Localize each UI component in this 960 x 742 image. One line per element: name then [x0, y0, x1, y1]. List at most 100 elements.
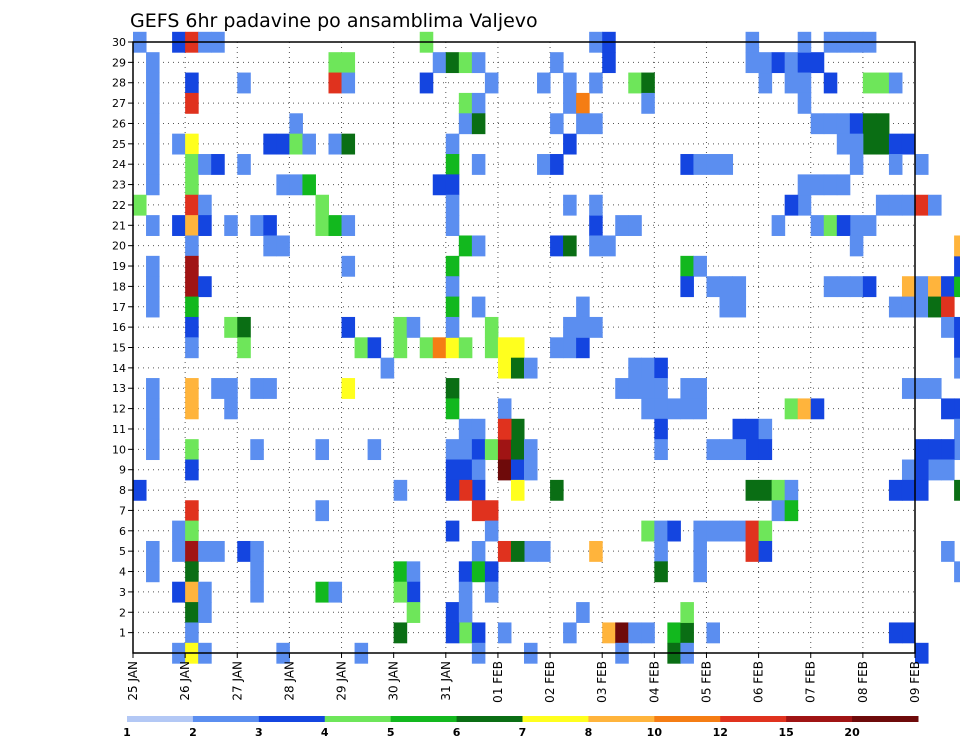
- colorbar-segment: [324, 716, 392, 722]
- precip-cell: [445, 52, 460, 74]
- precip-cell: [302, 174, 316, 196]
- precip-cell: [654, 439, 668, 461]
- precip-cell: [589, 194, 603, 216]
- precip-cell: [641, 357, 655, 379]
- precip-cell: [875, 194, 890, 216]
- precip-cell: [784, 72, 799, 94]
- precip-cell: [589, 113, 603, 135]
- precip-cell: [224, 316, 238, 338]
- x-tick-label: 09 FEB: [908, 661, 922, 703]
- precip-cell: [471, 52, 486, 74]
- x-tick-label: 01 FEB: [491, 661, 505, 703]
- precip-cell: [211, 540, 225, 562]
- y-tick-label: 9: [119, 464, 126, 477]
- precip-cell: [445, 439, 460, 461]
- precip-cell: [732, 439, 747, 461]
- precip-cell: [836, 215, 851, 236]
- precip-cell: [901, 378, 916, 399]
- precip-cell: [758, 418, 773, 440]
- precip-cell: [146, 439, 160, 461]
- precip-cell: [445, 337, 460, 359]
- colorbar-label: 6: [453, 726, 461, 739]
- precip-cell: [928, 439, 942, 461]
- precip-cell: [641, 92, 655, 114]
- precip-cell: [445, 154, 460, 175]
- precip-cell: [315, 500, 329, 522]
- precip-cell: [328, 72, 343, 94]
- precip-cell: [510, 540, 525, 562]
- precip-cell: [367, 439, 382, 461]
- precip-cell: [941, 459, 955, 481]
- precip-cell: [484, 500, 499, 522]
- precip-cell: [576, 92, 590, 114]
- precip-cell: [185, 520, 199, 542]
- precip-cell: [823, 215, 838, 236]
- x-tick-label: 02 FEB: [543, 661, 557, 703]
- precip-cell: [941, 398, 955, 420]
- precip-cell: [823, 174, 838, 196]
- precip-cell: [185, 255, 199, 277]
- precip-cell: [510, 357, 525, 379]
- precip-cell: [537, 72, 551, 94]
- precip-cell: [954, 398, 960, 420]
- precip-cell: [758, 439, 773, 461]
- x-tick-label: 27 JAN: [230, 661, 244, 701]
- precip-cell: [276, 235, 290, 257]
- precip-cell: [185, 378, 199, 399]
- precip-cell: [211, 378, 225, 399]
- precip-cell: [471, 92, 486, 114]
- precip-cell: [393, 622, 408, 644]
- precip-cell: [185, 296, 199, 318]
- precip-cell: [146, 276, 160, 298]
- precip-cell: [550, 337, 564, 359]
- precip-cell: [406, 316, 421, 338]
- precip-cell: [719, 439, 734, 461]
- precip-cell: [862, 113, 877, 135]
- precip-cell: [484, 316, 499, 338]
- precip-cell: [888, 154, 903, 175]
- precip-cell: [901, 133, 916, 155]
- precip-cell: [471, 561, 486, 583]
- colorbar-label: 20: [844, 726, 860, 739]
- precip-cell: [146, 561, 160, 583]
- precip-cell: [915, 194, 929, 216]
- precip-cell: [341, 133, 356, 155]
- y-tick-label: 10: [112, 443, 126, 456]
- precip-cell: [445, 215, 460, 236]
- y-tick-label: 18: [112, 280, 126, 293]
- precip-cell: [915, 479, 929, 501]
- precip-cell: [328, 133, 343, 155]
- precip-cell: [680, 378, 694, 399]
- precip-cell: [185, 581, 199, 603]
- precip-cell: [185, 316, 199, 338]
- precip-cell: [484, 72, 499, 94]
- precip-cell: [654, 561, 668, 583]
- precip-cell: [367, 337, 382, 359]
- colorbar-label: 1: [123, 726, 131, 739]
- y-tick-label: 16: [112, 321, 126, 334]
- y-tick-label: 14: [112, 362, 126, 375]
- colorbar-label: 10: [647, 726, 663, 739]
- y-tick-label: 25: [112, 138, 126, 151]
- precip-cell: [758, 520, 773, 542]
- precip-cell: [419, 72, 434, 94]
- precip-cell: [875, 113, 890, 135]
- precip-cell: [458, 418, 473, 440]
- precip-cell: [954, 439, 960, 461]
- precip-cell: [458, 439, 473, 461]
- precip-cell: [198, 215, 212, 236]
- precip-cell: [289, 113, 303, 135]
- precip-cell: [471, 235, 486, 257]
- precip-cell: [510, 337, 525, 359]
- precip-cell: [745, 439, 760, 461]
- precip-cell: [172, 215, 186, 236]
- precip-cell: [928, 194, 942, 216]
- x-tick-label: 26 JAN: [178, 661, 192, 701]
- colorbar-segment: [192, 716, 260, 722]
- precip-cell: [915, 378, 929, 399]
- precip-cell: [784, 500, 799, 522]
- precip-cell: [484, 439, 499, 461]
- precip-cell: [745, 52, 760, 74]
- precip-cell: [693, 378, 707, 399]
- precip-cell: [263, 235, 277, 257]
